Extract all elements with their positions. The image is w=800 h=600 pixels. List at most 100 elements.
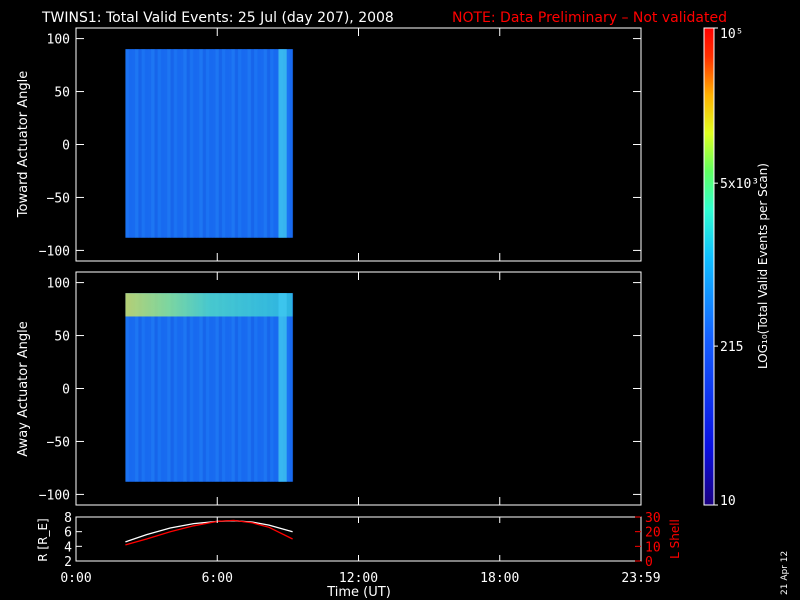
heatmap-column [189, 49, 194, 238]
heatmap-column [192, 49, 197, 238]
heatmap-column [209, 293, 213, 482]
heatmap-column [202, 49, 207, 238]
heatmap-column [141, 49, 146, 238]
heatmap-column [176, 49, 181, 238]
heatmap-column [170, 293, 175, 482]
heatmap-column [221, 293, 226, 482]
heatmap-column [205, 49, 210, 238]
colorbar-tick-label: 5x10³ [720, 177, 759, 192]
heatmap-column [196, 293, 200, 482]
heatmap-column [231, 293, 236, 482]
orbit-right-tick-label: 10 [645, 540, 661, 555]
heatmap-column [131, 293, 136, 482]
heatmap-bright-column [278, 49, 287, 238]
heatmap-column [138, 49, 143, 238]
heatmap-column [196, 49, 200, 238]
colorbar-ticks: 10⁵ 5x10³ 215 10 [714, 27, 759, 509]
heatmap-column [157, 49, 162, 238]
heatmap-column [244, 49, 249, 238]
heatmap-column [160, 49, 165, 238]
heatmap-column [266, 49, 271, 238]
heatmap-column [244, 293, 249, 482]
heatmap-column [135, 49, 139, 238]
heatmap-column [192, 293, 197, 482]
heatmap-column [241, 49, 245, 238]
y-tick-label: −50 [47, 435, 70, 450]
heatmap-column [215, 49, 220, 238]
heatmap-column [154, 293, 159, 482]
heatmap-column [164, 49, 168, 238]
heatmap-column [173, 293, 178, 482]
heatmap-column [183, 293, 188, 482]
heatmap-bright-band [125, 293, 293, 317]
y-tick-label: 0 [62, 139, 70, 154]
heatmap-column [167, 49, 171, 238]
heatmap-column [125, 293, 130, 482]
heatmap-column [167, 293, 171, 482]
heatmap-column [202, 293, 207, 482]
time-axis-label: Time (UT) [326, 585, 391, 600]
orbit-panel-frame [75, 516, 642, 562]
heatmap-column [221, 49, 226, 238]
x-tick-label: 6:00 [202, 571, 233, 586]
orbit-right-tick-label: 20 [645, 526, 661, 541]
x-tick-label: 12:00 [339, 571, 378, 586]
heatmap-column [225, 49, 229, 238]
orbit-left-tick-label: 4 [64, 540, 72, 555]
heatmap-column [254, 293, 258, 482]
orbit-left-label: R [R_E] [36, 518, 50, 561]
heatmap-column [205, 293, 210, 482]
heatmap-column [241, 293, 245, 482]
heatmap-column [247, 293, 252, 482]
heatmap-column [273, 293, 278, 482]
heatmap-column [151, 49, 155, 238]
heatmap-column [218, 293, 223, 482]
heatmap-column [138, 293, 143, 482]
colorbar-tick-label: 10⁵ [720, 27, 743, 42]
heatmap-column [234, 49, 239, 238]
heatmap-bright-column [278, 293, 287, 482]
heatmap-column [199, 293, 204, 482]
heatmap-column [183, 49, 188, 238]
heatmap-column [257, 293, 261, 482]
heatmap-column [237, 293, 242, 482]
y-tick-label: 100 [47, 277, 70, 292]
heatmap-column [289, 293, 294, 482]
heatmap-column [247, 49, 252, 238]
heatmap-column [144, 49, 149, 238]
heatmap-column [225, 293, 229, 482]
y-tick-label: 100 [47, 33, 70, 48]
heatmap-column [263, 293, 268, 482]
toward-panel: 100 50 0 −50 −100 Toward Actuator Angle [16, 27, 642, 262]
heatmap-column [276, 49, 281, 238]
preliminary-note: NOTE: Data Preliminary – Not validated [452, 10, 727, 26]
away-y-label: Away Actuator Angle [16, 321, 31, 456]
orbit-right-tick-label: 0 [645, 555, 653, 570]
heatmap-column [212, 293, 216, 482]
y-tick-label: −100 [39, 488, 70, 503]
heatmap-column [128, 49, 133, 238]
heatmap-column [289, 49, 294, 238]
heatmap-column [147, 49, 152, 238]
heatmap-column [151, 293, 155, 482]
chart-title: TWINS1: Total Valid Events: 25 Jul (day … [41, 10, 394, 26]
orbit-left-tick-label: 8 [64, 511, 72, 526]
heatmap-column [260, 293, 265, 482]
heatmap-column [128, 293, 133, 482]
colorbar: 10⁵ 5x10³ 215 10 LOG₁₀(Total Valid Events p… [703, 27, 770, 509]
heatmap-column [170, 49, 175, 238]
heatmap-column [254, 49, 258, 238]
colorbar-tick-label: 10 [720, 494, 736, 509]
heatmap-column [144, 293, 149, 482]
x-tick-label: 0:00 [60, 571, 91, 586]
heatmap-column [276, 293, 281, 482]
heatmap-column [131, 49, 136, 238]
time-axis: 0:00 6:00 12:00 18:00 23:59 [60, 28, 661, 586]
heatmap-column [212, 49, 216, 238]
x-tick-label: 23:59 [621, 571, 660, 586]
x-tick-label: 18:00 [480, 571, 519, 586]
heatmap-column [141, 293, 146, 482]
